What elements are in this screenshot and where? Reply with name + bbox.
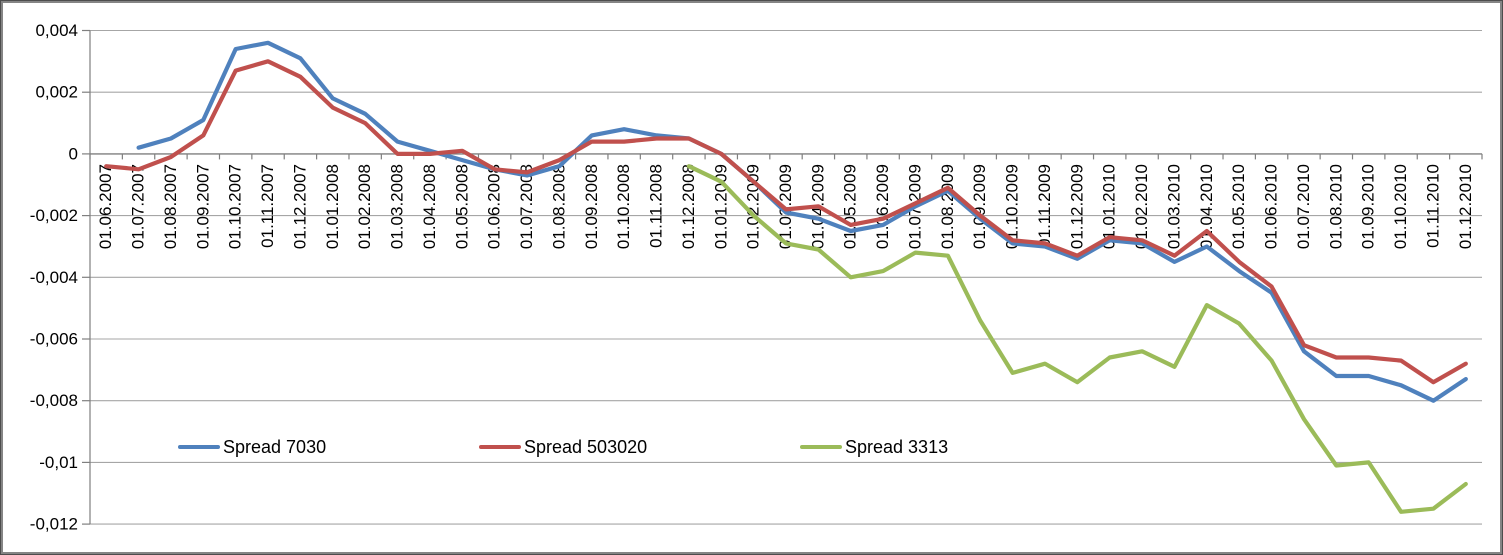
- series-line-spread-7030[interactable]: [136, 40, 1468, 403]
- y-axis-tick-label: -0,01: [39, 453, 78, 472]
- x-axis-tick-label: 01.11.2008: [647, 164, 666, 248]
- x-axis-tick-label: 01.06.2010: [1262, 164, 1281, 249]
- legend-item-spread-503020[interactable]: Spread 503020: [479, 437, 647, 457]
- legend-line-sample-blue: [178, 444, 220, 450]
- x-axis-tick-label: 01.04.2008: [420, 164, 439, 249]
- series-lines: [104, 40, 1468, 514]
- x-axis-tick-label: 01.01.2010: [1100, 164, 1119, 249]
- y-axis-labels: 0,004 0,002 0 -0,002 -0,004 -0,006 -0,008 -0,01…: [30, 21, 78, 534]
- gridlines: [82, 29, 1482, 525]
- x-axis-tick-label: 01.05.2008: [452, 164, 471, 249]
- x-axis-tick-label: 01.07.2007: [129, 164, 148, 249]
- x-axis-tick-label: 01.12.2010: [1456, 164, 1475, 249]
- x-axis-tick-label: 01.12.2008: [679, 164, 698, 249]
- x-axis-tick-label: 01.08.2009: [938, 164, 957, 249]
- legend-line-sample-red: [479, 444, 521, 450]
- x-axis-tick-label: 01.05.2010: [1229, 164, 1248, 249]
- x-axis-tick-label: 01.10.2009: [1003, 164, 1022, 249]
- x-axis-tick-label: 01.09.2010: [1359, 164, 1378, 249]
- series-line-spread-503020[interactable]: [104, 59, 1468, 385]
- legend-label-spread-3313: Spread 3313: [845, 437, 949, 457]
- y-axis-tick-label: -0,012: [30, 515, 78, 534]
- x-axis-tick-label: 01.02.2010: [1132, 164, 1151, 249]
- x-axis-tick-label: 01.01.2008: [323, 164, 342, 249]
- x-axis-tick-label: 01.09.2008: [582, 164, 601, 249]
- x-axis-tick-label: 01.12.2009: [1067, 164, 1086, 249]
- x-axis-tick-label: 01.11.2007: [258, 164, 277, 248]
- x-axis-tick-label: 01.11.2010: [1423, 164, 1442, 248]
- x-axis-tick-label: 01.10.2008: [614, 164, 633, 249]
- x-axis-tick-label: 01.12.2007: [290, 164, 309, 249]
- x-axis-tick-label: 01.02.2008: [355, 164, 374, 249]
- y-axis-tick-label: -0,008: [30, 391, 78, 410]
- x-axis-tick-label: 01.03.2010: [1164, 164, 1183, 249]
- legend-item-spread-7030[interactable]: Spread 7030: [178, 437, 326, 457]
- x-axis-tick-label: 01.06.2008: [485, 164, 504, 249]
- x-axis-tick-label: 01.09.2009: [970, 164, 989, 249]
- x-axis-ticks: [89, 153, 1483, 160]
- y-axis-tick-label: 0,004: [35, 21, 78, 40]
- y-axis-tick-label: 0: [69, 144, 78, 163]
- x-axis-tick-label: 01.06.2009: [873, 164, 892, 249]
- legend-label-spread-503020: Spread 503020: [524, 437, 648, 457]
- x-axis-tick-label: 01.07.2010: [1294, 164, 1313, 249]
- legend-label-spread-7030: Spread 7030: [223, 437, 327, 457]
- x-axis-tick-label: 01.04.2010: [1197, 164, 1216, 249]
- y-axis-tick-label: 0,002: [35, 83, 78, 102]
- x-axis-tick-label: 01.09.2007: [193, 164, 212, 249]
- x-axis-labels: 01.06.2007 01.07.2007 01.08.2007 01.09.2007…: [96, 164, 1475, 249]
- legend-line-sample-green: [800, 444, 842, 450]
- x-axis-tick-label: 01.03.2008: [388, 164, 407, 249]
- y-axis-tick-label: -0,004: [30, 268, 78, 287]
- x-axis-tick-label: 01.10.2007: [226, 164, 245, 249]
- x-axis-tick-label: 01.06.2007: [96, 164, 115, 249]
- legend-item-spread-3313[interactable]: Spread 3313: [800, 437, 948, 457]
- x-axis-tick-label: 01.05.2009: [841, 164, 860, 249]
- y-axis-tick-label: -0,002: [30, 206, 78, 225]
- x-axis-tick-label: 01.07.2008: [517, 164, 536, 249]
- series-line-spread-3313[interactable]: [686, 164, 1468, 514]
- x-axis-tick-label: 01.11.2009: [1035, 164, 1054, 248]
- x-axis-tick-label: 01.08.2010: [1326, 164, 1345, 249]
- x-axis-tick-label: 01.08.2007: [161, 164, 180, 249]
- y-axis-tick-label: -0,006: [30, 330, 78, 349]
- x-axis-tick-label: 01.08.2008: [549, 164, 568, 249]
- x-axis-tick-label: 01.10.2010: [1391, 164, 1410, 249]
